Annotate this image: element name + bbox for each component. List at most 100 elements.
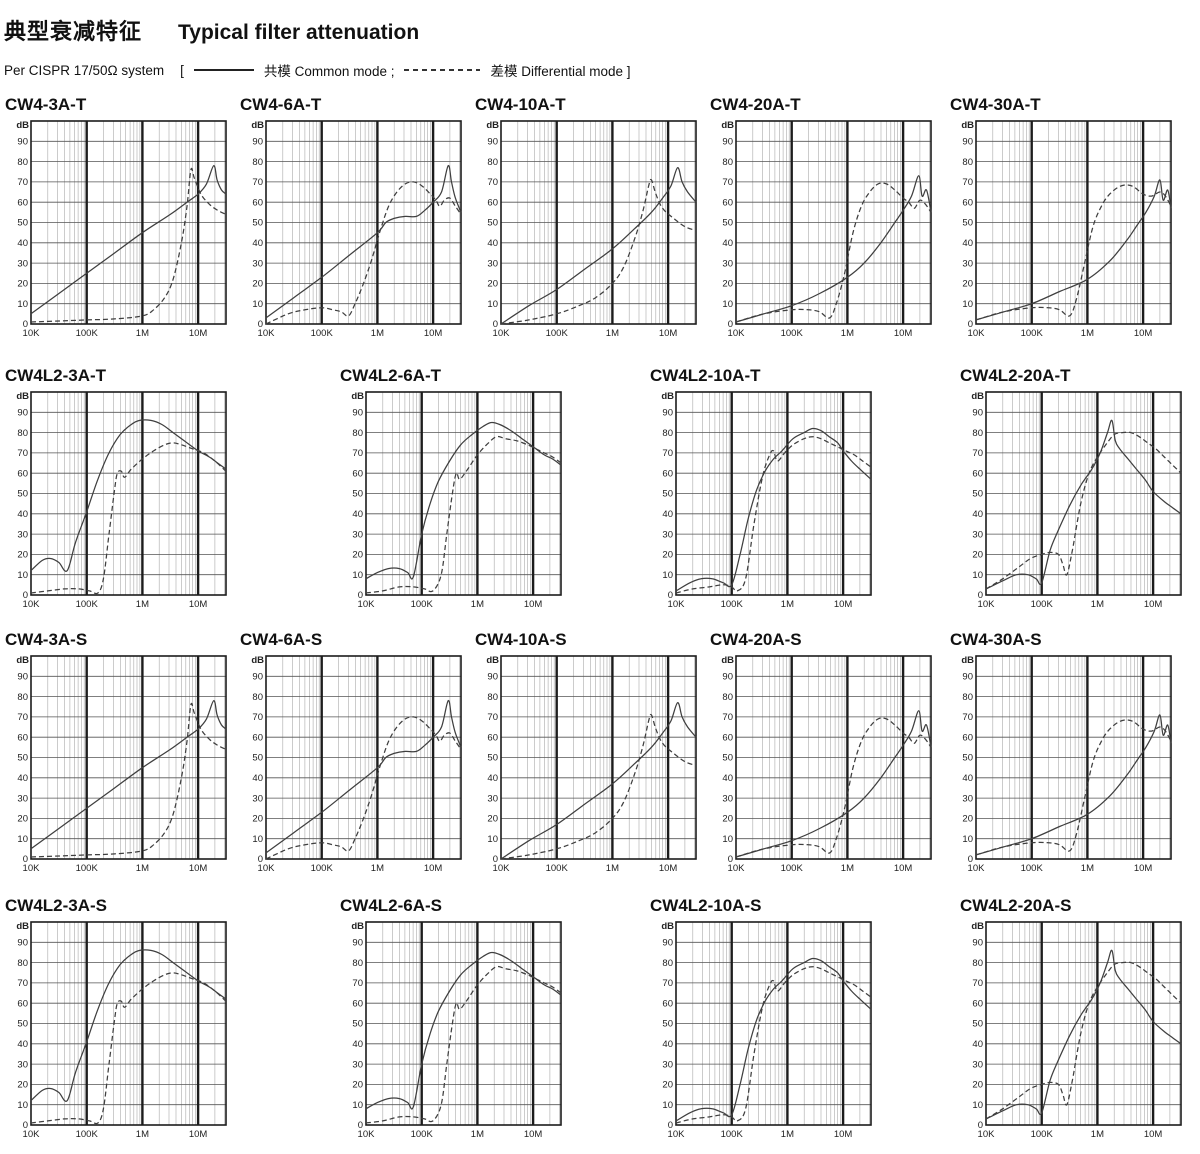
y-tick-label: 40	[662, 1039, 673, 1050]
y-tick-label: 0	[668, 1120, 673, 1131]
x-tick-label: 10M	[189, 328, 208, 339]
attenuation-plot: dB 0 10 20 30 40 50 60 70 80 90 10K 100K 1M 10M	[251, 120, 462, 339]
x-tick-label: 10K	[968, 863, 986, 874]
x-tick-label: 10M	[894, 863, 913, 874]
y-axis-unit-label: dB	[971, 921, 984, 932]
chart-title: CW4-20A-S	[710, 630, 802, 649]
db-grid-lines	[31, 411, 226, 576]
attenuation-plot: dB 0 10 20 30 40 50 60 70 80 90 10K 100K 1M 10M	[16, 120, 227, 339]
x-tick-label: 10K	[728, 863, 746, 874]
y-tick-label: 40	[662, 509, 673, 520]
differential-mode-curve	[365, 435, 562, 594]
decade-grid-lines	[85, 121, 200, 324]
y-tick-label: 90	[962, 672, 973, 683]
decade-grid-lines	[730, 922, 845, 1125]
y-axis-labels: dB 0 10 20 30 40 50 60 70 80 90	[661, 391, 674, 601]
y-tick-label: 0	[978, 1120, 983, 1131]
plot-frame	[265, 655, 462, 860]
y-tick-label: 50	[17, 753, 28, 764]
y-tick-label: 50	[252, 753, 263, 764]
page-title-chinese: 典型衰减特征	[4, 19, 143, 44]
y-tick-label: 80	[722, 692, 733, 703]
plot-frame	[365, 921, 562, 1126]
differential-mode-curve	[365, 965, 562, 1124]
y-tick-label: 50	[487, 218, 498, 229]
common-mode-curve	[265, 700, 462, 854]
attenuation-plot: dB 0 10 20 30 40 50 60 70 80 90 10K 100K 1M 10M	[661, 921, 872, 1140]
x-tick-label: 100K	[76, 863, 99, 874]
y-tick-label: 50	[722, 753, 733, 764]
differential-mode-curve	[30, 167, 227, 323]
y-tick-label: 70	[17, 978, 28, 989]
y-tick-label: 20	[17, 279, 28, 290]
y-axis-labels: dB 0 10 20 30 40 50 60 70 80 90	[351, 391, 364, 601]
plot-frame	[500, 655, 697, 860]
y-axis-labels: dB 0 10 20 30 40 50 60 70 80 90	[661, 921, 674, 1131]
legend-differential-mode-label: 差模 Differential mode ]	[490, 64, 631, 79]
y-tick-label: 60	[17, 468, 28, 479]
x-tick-label: 10K	[23, 328, 41, 339]
y-tick-label: 0	[728, 319, 733, 330]
y-tick-label: 70	[662, 978, 673, 989]
x-tick-label: 1M	[136, 328, 149, 339]
y-axis-unit-label: dB	[661, 391, 674, 402]
plot-frame	[30, 120, 227, 325]
x-tick-label: 10M	[834, 599, 853, 610]
y-tick-label: 20	[487, 279, 498, 290]
attenuation-plot: dB 0 10 20 30 40 50 60 70 80 90 10K 100K 1M 10M	[971, 391, 1182, 610]
y-tick-label: 10	[972, 570, 983, 581]
x-axis-labels: 10K 100K 1M 10M	[258, 328, 443, 339]
chart-block: CW4L2-10A-S dB 0 10 20 30 40 50 60 70 80 90 10K 100K 1…	[650, 896, 878, 1146]
y-tick-label: 10	[17, 299, 28, 310]
y-tick-label: 60	[252, 197, 263, 208]
chart-title: CW4-3A-T	[5, 95, 87, 114]
chart-title: CW4-30A-T	[950, 95, 1041, 114]
y-tick-label: 0	[23, 854, 28, 865]
x-tick-label: 10M	[524, 1129, 543, 1140]
y-tick-label: 0	[258, 319, 263, 330]
differential-mode-curve	[735, 182, 932, 323]
x-tick-label: 1M	[371, 328, 384, 339]
common-mode-curve	[500, 702, 697, 860]
y-tick-label: 90	[352, 408, 363, 419]
y-tick-label: 30	[972, 1059, 983, 1070]
y-tick-label: 90	[17, 408, 28, 419]
x-tick-label: 1M	[371, 863, 384, 874]
common-mode-curve	[735, 710, 932, 858]
chart-block: CW4-20A-T dB 0 10 20 30 40 50 60 70 80 90 10K 100K 1M 1…	[710, 95, 938, 345]
y-tick-label: 0	[493, 319, 498, 330]
y-tick-label: 0	[258, 854, 263, 865]
x-tick-label: 1M	[1091, 599, 1104, 610]
chart-block: CW4-6A-S dB 0 10 20 30 40 50 60 70 80 90 10K 100K 1M 10…	[240, 630, 468, 880]
chart-block: CW4L2-6A-T dB 0 10 20 30 40 50 60 70 80 90 10K 100K 1M…	[340, 366, 568, 616]
y-tick-label: 20	[352, 550, 363, 561]
x-tick-label: 100K	[76, 328, 99, 339]
y-axis-unit-label: dB	[351, 921, 364, 932]
x-tick-label: 100K	[1021, 328, 1044, 339]
test-condition-label: Per CISPR 17/50Ω system	[4, 62, 165, 78]
x-tick-label: 100K	[311, 863, 334, 874]
differential-mode-curve	[30, 702, 227, 858]
y-axis-unit-label: dB	[661, 921, 674, 932]
y-tick-label: 60	[17, 998, 28, 1009]
y-tick-label: 90	[487, 672, 498, 683]
common-mode-curve	[30, 165, 227, 315]
page-title-english: Typical filter attenuation	[178, 21, 420, 44]
chart-title: CW4-20A-T	[710, 95, 801, 114]
chart-block: CW4-6A-T dB 0 10 20 30 40 50 60 70 80 90 10K 100K 1M 10…	[240, 95, 468, 345]
x-tick-label: 100K	[76, 1129, 99, 1140]
chart-title: CW4L2-10A-T	[650, 366, 761, 385]
y-tick-label: 90	[17, 672, 28, 683]
x-axis-labels: 10K 100K 1M 10M	[493, 863, 678, 874]
plot-frame	[365, 391, 562, 596]
x-tick-label: 10K	[493, 328, 511, 339]
y-tick-label: 30	[662, 1059, 673, 1070]
y-tick-label: 60	[17, 197, 28, 208]
y-tick-label: 20	[722, 814, 733, 825]
y-tick-label: 70	[662, 448, 673, 459]
y-tick-label: 90	[252, 672, 263, 683]
y-tick-label: 10	[352, 570, 363, 581]
x-tick-label: 10M	[424, 863, 443, 874]
x-axis-labels: 10K 100K 1M 10M	[493, 328, 678, 339]
y-tick-label: 10	[252, 299, 263, 310]
